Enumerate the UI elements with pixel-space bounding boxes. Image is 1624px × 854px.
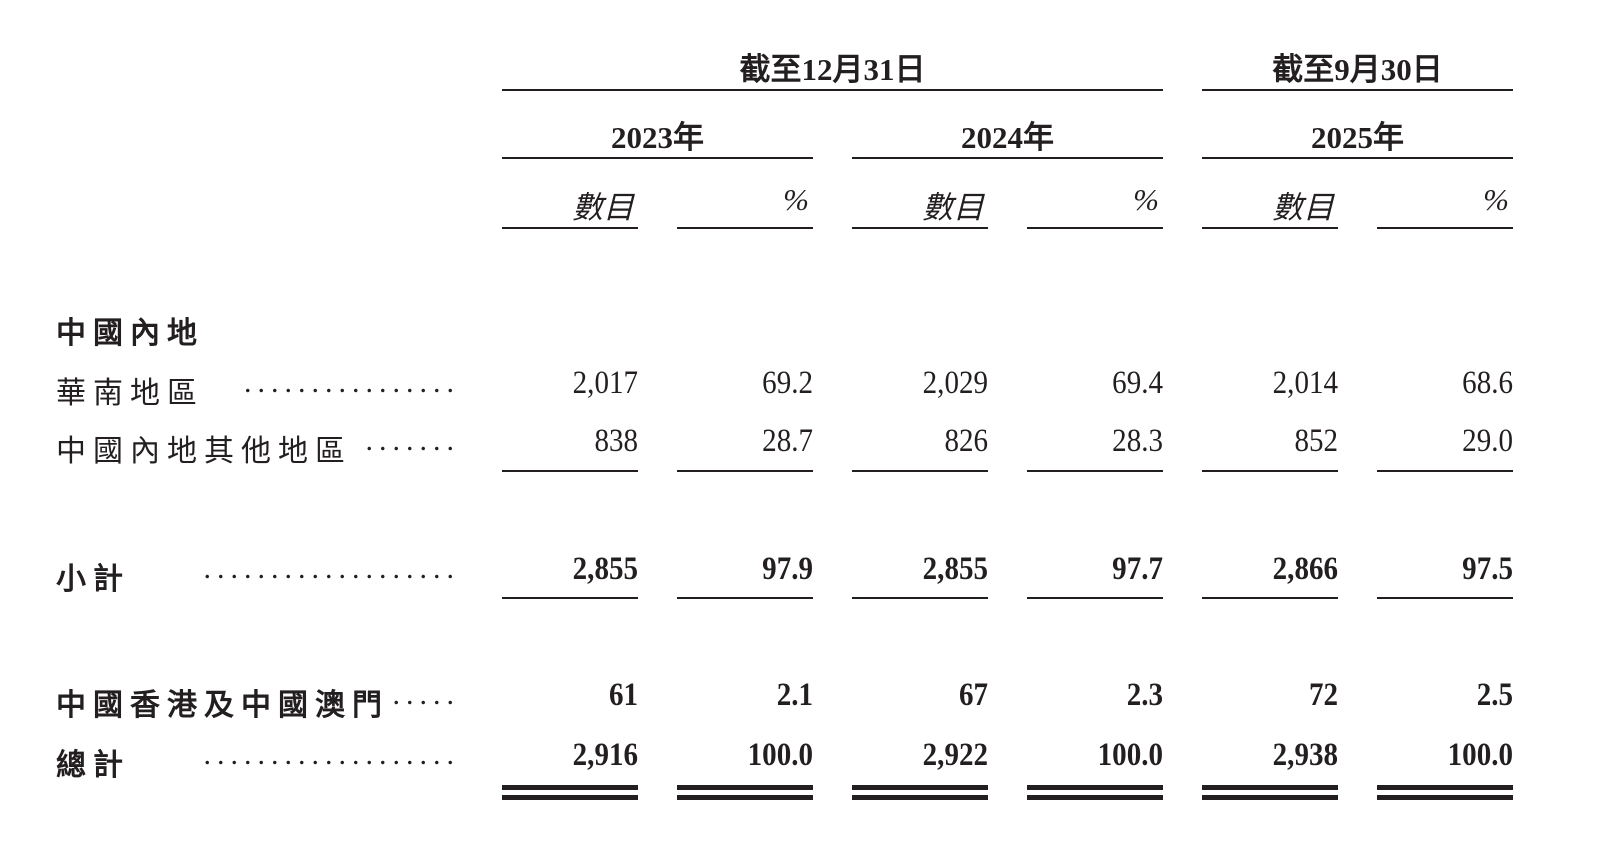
row-label: 中國內地其他地區 [56, 434, 352, 469]
underline [1202, 795, 1338, 800]
year-header-2025: 2025年 [1311, 120, 1404, 155]
underline [677, 795, 813, 800]
underline [852, 785, 988, 790]
underline [502, 785, 638, 790]
cell-amount: 2,866 [1272, 551, 1338, 587]
divider [852, 157, 1163, 159]
cell-percent: 97.5 [1462, 551, 1513, 587]
leader-dots: ....... [365, 424, 460, 457]
cell-percent: 69.4 [1112, 365, 1163, 401]
cell-percent: 28.7 [762, 423, 813, 459]
underline [677, 470, 813, 472]
cell-percent: 2.5 [1476, 677, 1513, 713]
year-header-2024: 2024年 [961, 120, 1054, 155]
underline [1027, 795, 1163, 800]
cell-percent: 100.0 [1097, 737, 1163, 773]
divider [502, 157, 813, 159]
subheader-percent: % [1133, 182, 1159, 217]
cell-percent: 100.0 [1447, 737, 1513, 773]
cell-amount: 67 [958, 677, 988, 713]
cell-amount: 2,855 [572, 551, 638, 587]
subheader-amount: 數目 [572, 190, 634, 225]
underline [1027, 470, 1163, 472]
divider [1377, 227, 1513, 229]
underline [1377, 795, 1513, 800]
cell-amount: 2,922 [922, 737, 988, 773]
leader-dots: ................ [244, 366, 460, 399]
cell-amount: 826 [944, 423, 988, 459]
subheader-amount: 數目 [1272, 190, 1334, 225]
underline [502, 795, 638, 800]
underline [502, 597, 638, 599]
divider [502, 89, 1163, 91]
underline [852, 795, 988, 800]
divider [502, 227, 638, 229]
group-header-sep30: 截至9月30日 [1272, 52, 1443, 87]
subheader-amount: 數目 [922, 190, 984, 225]
divider [1202, 89, 1513, 91]
underline [1377, 597, 1513, 599]
year-header-2023: 2023年 [611, 120, 704, 155]
leader-dots: ..... [392, 678, 460, 711]
underline [1377, 470, 1513, 472]
cell-percent: 97.9 [762, 551, 813, 587]
cell-amount: 852 [1294, 423, 1338, 459]
cell-amount: 2,938 [1272, 737, 1338, 773]
row-label: 總計 [56, 748, 130, 783]
cell-amount: 2,916 [572, 737, 638, 773]
underline [1027, 785, 1163, 790]
leader-dots: ................... [203, 738, 460, 771]
cell-amount: 2,029 [922, 365, 988, 401]
underline [852, 597, 988, 599]
cell-amount: 2,017 [572, 365, 638, 401]
underline [1202, 470, 1338, 472]
leader-dots: ................... [203, 552, 460, 585]
cell-percent: 28.3 [1112, 423, 1163, 459]
cell-amount: 72 [1308, 677, 1338, 713]
cell-percent: 29.0 [1462, 423, 1513, 459]
divider [1202, 157, 1513, 159]
cell-amount: 2,855 [922, 551, 988, 587]
underline [677, 785, 813, 790]
row-label: 中國香港及中國澳門 [56, 688, 389, 723]
row-label: 華南地區 [56, 376, 204, 411]
subheader-percent: % [783, 182, 809, 217]
cell-percent: 2.1 [776, 677, 813, 713]
underline [1202, 785, 1338, 790]
divider [1202, 227, 1338, 229]
cell-percent: 69.2 [762, 365, 813, 401]
divider [677, 227, 813, 229]
group-header-dec31: 截至12月31日 [739, 52, 926, 87]
cell-amount: 2,014 [1272, 365, 1338, 401]
cell-percent: 97.7 [1112, 551, 1163, 587]
underline [1027, 597, 1163, 599]
underline [1202, 597, 1338, 599]
divider [852, 227, 988, 229]
underline [502, 470, 638, 472]
row-label: 小計 [56, 562, 130, 597]
underline [1377, 785, 1513, 790]
cell-percent: 68.6 [1462, 365, 1513, 401]
cell-amount: 838 [594, 423, 638, 459]
row-label: 中國內地 [56, 316, 204, 351]
cell-amount: 61 [608, 677, 638, 713]
cell-percent: 2.3 [1126, 677, 1163, 713]
cell-percent: 100.0 [747, 737, 813, 773]
subheader-percent: % [1483, 182, 1509, 217]
divider [1027, 227, 1163, 229]
underline [852, 470, 988, 472]
underline [677, 597, 813, 599]
